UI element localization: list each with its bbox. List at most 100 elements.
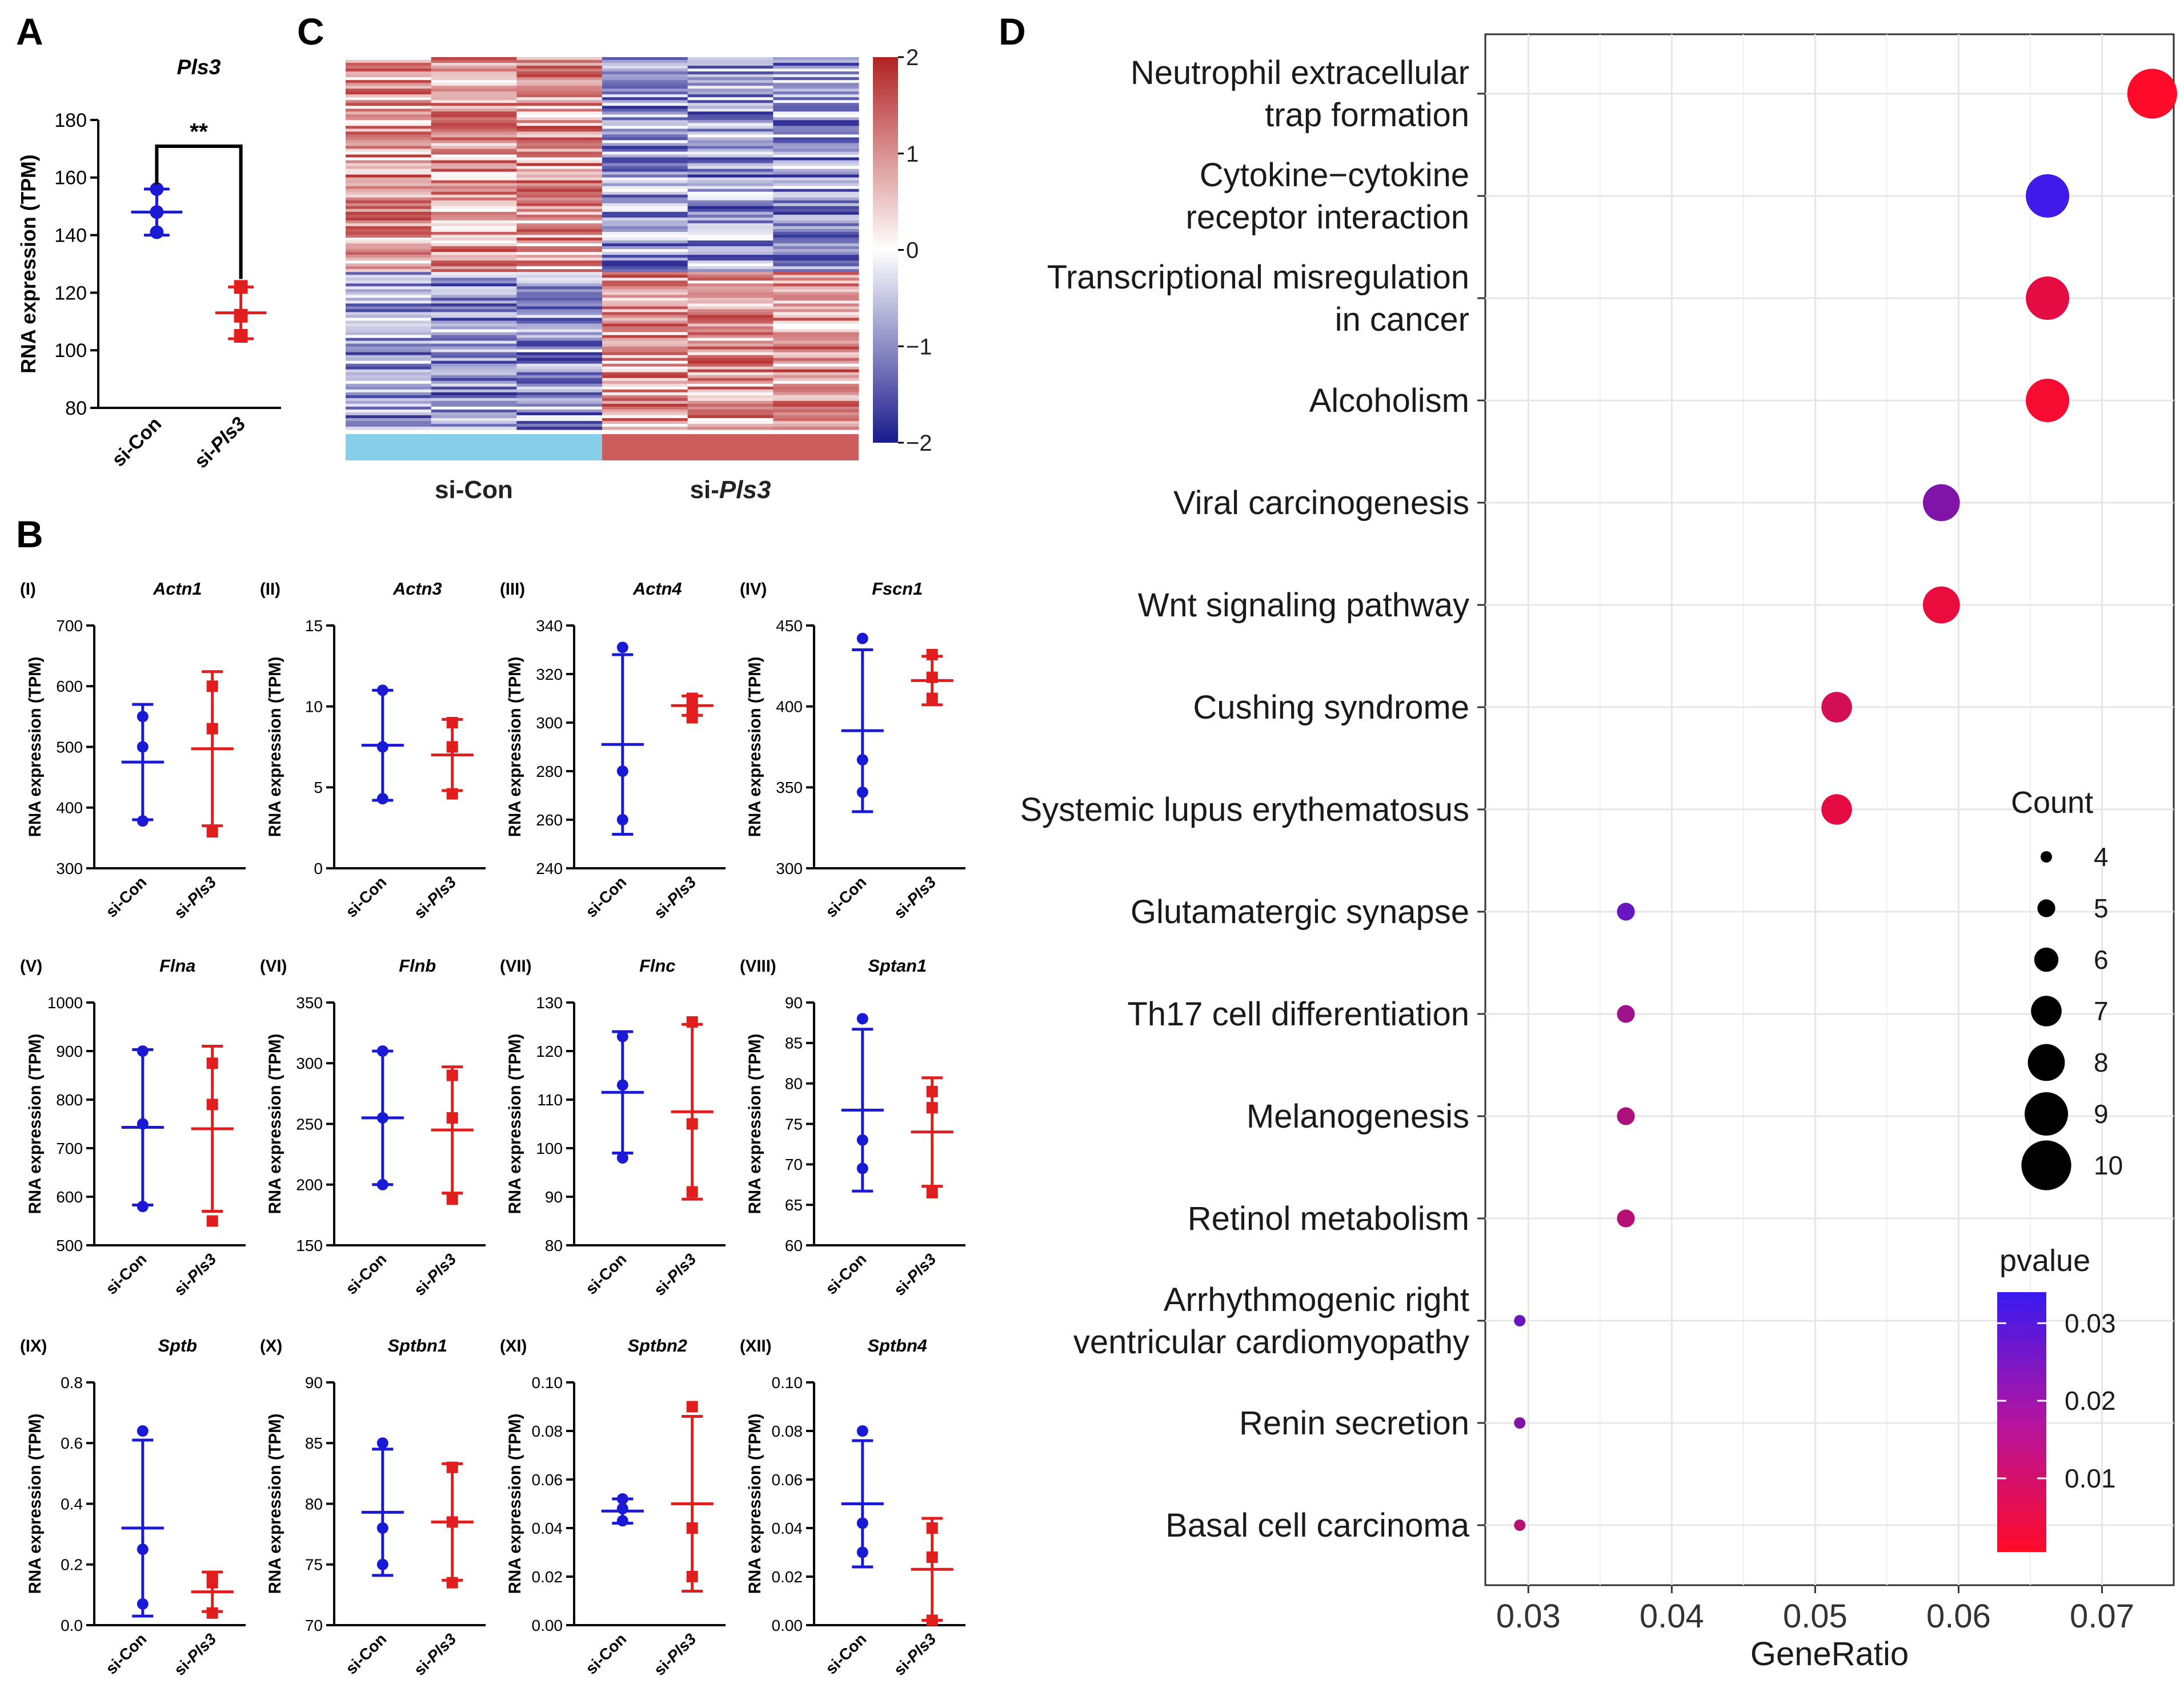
heatmap-cell: [431, 94, 517, 98]
heatmap-cell: [602, 380, 688, 384]
heatmap-cell: [516, 352, 603, 356]
heatmap-cell: [687, 183, 774, 187]
heatmap-cell: [773, 255, 859, 258]
y-tick-label: 300: [536, 714, 563, 732]
data-point: [137, 815, 149, 827]
heatmap-cell: [773, 163, 859, 167]
chart-title: Sptb: [158, 1336, 197, 1356]
y-tick-label: 350: [296, 994, 323, 1012]
heatmap-cell: [773, 332, 859, 336]
y-tick-label: 130: [536, 994, 563, 1012]
heatmap-cell: [346, 252, 432, 255]
heatmap-cell: [346, 275, 432, 278]
term-dot: [2026, 276, 2070, 320]
heatmap-cell: [602, 289, 688, 292]
heatmap-cell: [346, 320, 432, 324]
heatmap-cell: [516, 154, 603, 158]
data-point: [926, 1522, 938, 1534]
heatmap-cell: [516, 63, 603, 66]
y-tick-label: 0.08: [772, 1422, 803, 1440]
heatmap-cell: [602, 280, 688, 284]
heatmap-cell: [602, 418, 688, 422]
heatmap-cell: [516, 197, 603, 201]
heatmap-cell: [431, 103, 517, 106]
heatmap-cell: [346, 211, 432, 215]
heatmap-cell: [687, 420, 774, 424]
heatmap-cell: [516, 272, 603, 275]
heatmap-cell: [602, 389, 688, 393]
heatmap-cell: [431, 355, 517, 359]
panel-roman-label: (XI): [500, 1337, 527, 1356]
heatmap-cell: [687, 109, 774, 112]
x-tick-label: 0.04: [1640, 1598, 1704, 1635]
heatmap-cell: [602, 358, 688, 362]
heatmap-cell: [431, 106, 517, 109]
x-tick-label: si-Con: [342, 1630, 390, 1678]
data-point: [856, 632, 868, 644]
heatmap-cell: [346, 269, 432, 272]
heatmap-cell: [431, 83, 517, 86]
panel-C: si-Con si-Pls3 2 1 0 −1 −2: [346, 45, 932, 504]
heatmap-cell: [687, 340, 774, 344]
chart-title: Actn4: [632, 579, 682, 599]
heatmap-cell: [773, 303, 859, 307]
heatmap-cell: [431, 286, 517, 290]
heatmap-cell: [431, 243, 517, 247]
heatmap-cell: [602, 360, 688, 364]
heatmap-cell: [516, 366, 603, 370]
heatmap-cell: [602, 83, 688, 86]
heatmap-cell: [687, 378, 774, 382]
heatmap-cell: [602, 266, 688, 270]
term-dot: [1514, 1315, 1526, 1326]
y-tick-label: 0.04: [532, 1519, 563, 1537]
heatmap-cell: [773, 343, 859, 347]
heatmap-cell: [516, 252, 603, 255]
heatmap-cell: [346, 426, 432, 430]
y-axis-label: RNA expression (TPM): [506, 1034, 524, 1214]
data-point: [446, 717, 458, 728]
chart-title: Flnb: [399, 956, 436, 976]
heatmap-cell: [602, 223, 688, 227]
heatmap-cell: [346, 263, 432, 267]
data-point: [376, 1112, 388, 1124]
heatmap-cell: [687, 260, 774, 264]
heatmap-cell: [602, 298, 688, 301]
heatmap-cell: [346, 358, 432, 362]
data-point: [616, 765, 628, 777]
colorbar-tick-label: 2: [906, 45, 919, 70]
y-axis-label: RNA expression (TPM): [506, 1414, 524, 1594]
heatmap-cell: [516, 280, 603, 284]
heatmap-cell: [773, 109, 859, 112]
x-tick-label: si-Pls3: [891, 1630, 940, 1679]
data-point: [856, 1134, 868, 1146]
heatmap-cell: [687, 94, 774, 98]
heatmap-cell: [687, 126, 774, 129]
heatmap-cell: [602, 278, 688, 281]
heatmap-cell: [602, 191, 688, 195]
heatmap-cell: [346, 146, 432, 150]
heatmap-cell: [431, 246, 517, 250]
heatmap-cell: [431, 131, 517, 135]
heatmap-cell: [516, 380, 603, 384]
heatmap-cell: [431, 180, 517, 184]
heatmap-cell: [516, 194, 603, 198]
heatmap-cell: [602, 240, 688, 244]
heatmap-cell: [602, 246, 688, 250]
heatmap-cell: [773, 380, 859, 384]
heatmap-cell: [346, 120, 432, 123]
heatmap-cell: [602, 194, 688, 198]
heatmap-cell: [431, 323, 517, 327]
y-tick-label: 0.08: [532, 1422, 563, 1440]
x-tick-label: si-Con: [342, 1250, 390, 1298]
x-tick-label: si-Pls3: [891, 1250, 940, 1299]
heatmap-cell: [431, 372, 517, 376]
heatmap-cell: [346, 372, 432, 376]
data-point: [376, 1437, 388, 1449]
heatmap-cell: [516, 209, 603, 213]
heatmap-cell: [516, 80, 603, 83]
heatmap-cell: [431, 206, 517, 210]
heatmap-cell: [687, 191, 774, 195]
heatmap-cell: [602, 335, 688, 339]
heatmap-cell: [687, 335, 774, 339]
pvalue-tick-label: 0.03: [2065, 1308, 2116, 1338]
